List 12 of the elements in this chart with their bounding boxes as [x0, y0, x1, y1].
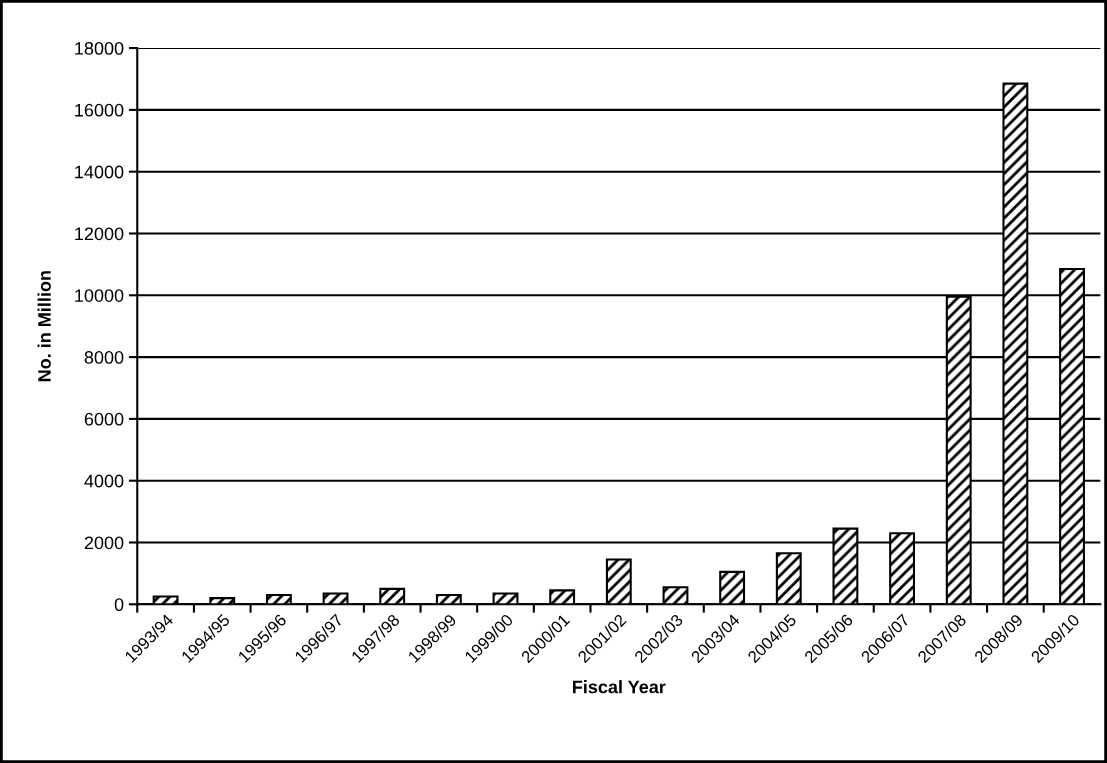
- y-tick-label: 18000: [75, 42, 124, 55]
- y-tick-label: 6000: [84, 412, 124, 426]
- y-tick-label: 8000: [84, 351, 124, 364]
- y-tick-label: 4000: [84, 474, 124, 488]
- x-axis-title: Fiscal Year: [573, 680, 666, 694]
- y-axis-title: No. in Million: [37, 271, 51, 382]
- y-tick-label: 14000: [75, 165, 124, 179]
- y-tick-label: 12000: [75, 227, 124, 241]
- y-tick-label: 10000: [75, 289, 124, 302]
- y-tick-label: 2000: [84, 536, 124, 550]
- y-tick-label: 0: [114, 598, 124, 612]
- y-tick-label: 16000: [75, 103, 124, 117]
